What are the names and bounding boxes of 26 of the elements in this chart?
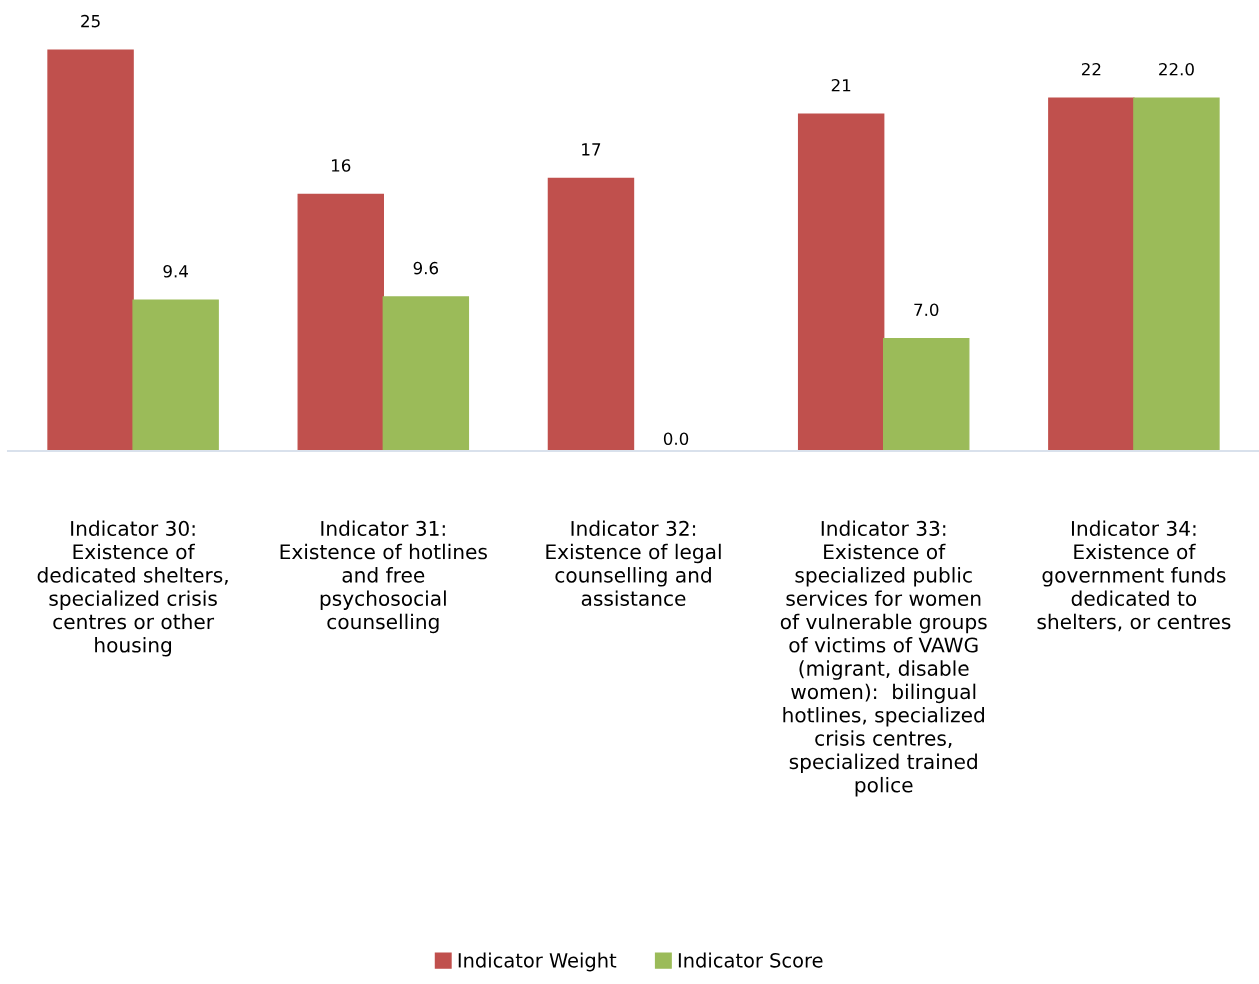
x-tick-label: Indicator 31: Existence of hotlines and free psychosocial counselling — [280, 520, 487, 634]
bar — [47, 49, 134, 451]
data-label: 0.0 — [663, 432, 689, 445]
legend-label: Indicator Score — [678, 952, 823, 968]
bar — [132, 299, 219, 451]
bar — [1048, 97, 1135, 451]
bar — [382, 296, 470, 451]
bar — [797, 113, 885, 451]
x-tick-label: Indicator 34: Existence of government funds dedicated to shelters, or centres — [1037, 520, 1231, 632]
category-label: Indicator 33: Existence of specialized public services for women of vulnerable groups of victims of VAWG (migrant, disable women): bilingual hotlines, specialized crisis centres, specialized trained police — [780, 520, 987, 797]
data-label: 22.0 — [1159, 62, 1194, 76]
data-label: 21 — [831, 78, 851, 92]
bar — [1133, 97, 1220, 451]
legend-label: Indicator Weight — [458, 952, 617, 972]
x-tick-label: Indicator 32: Existence of legal counselling and assistance — [546, 520, 721, 606]
data-label: 16 — [331, 159, 351, 172]
data-label: 22 — [1081, 62, 1101, 76]
bar — [883, 338, 970, 451]
data-label: 17 — [582, 143, 601, 156]
bar — [297, 193, 384, 451]
data-label: 25 — [81, 14, 100, 28]
data-label: 9.6 — [413, 261, 439, 275]
x-tick-label: Indicator 30: Existence of dedicated shelters, specialized crisis centres or other housing — [37, 520, 228, 657]
data-label: 9.4 — [163, 264, 188, 278]
bar — [547, 177, 635, 451]
data-label: 7.0 — [914, 303, 939, 317]
